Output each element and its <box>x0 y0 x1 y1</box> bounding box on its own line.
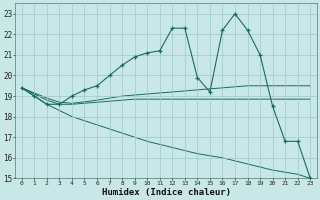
X-axis label: Humidex (Indice chaleur): Humidex (Indice chaleur) <box>101 188 230 197</box>
